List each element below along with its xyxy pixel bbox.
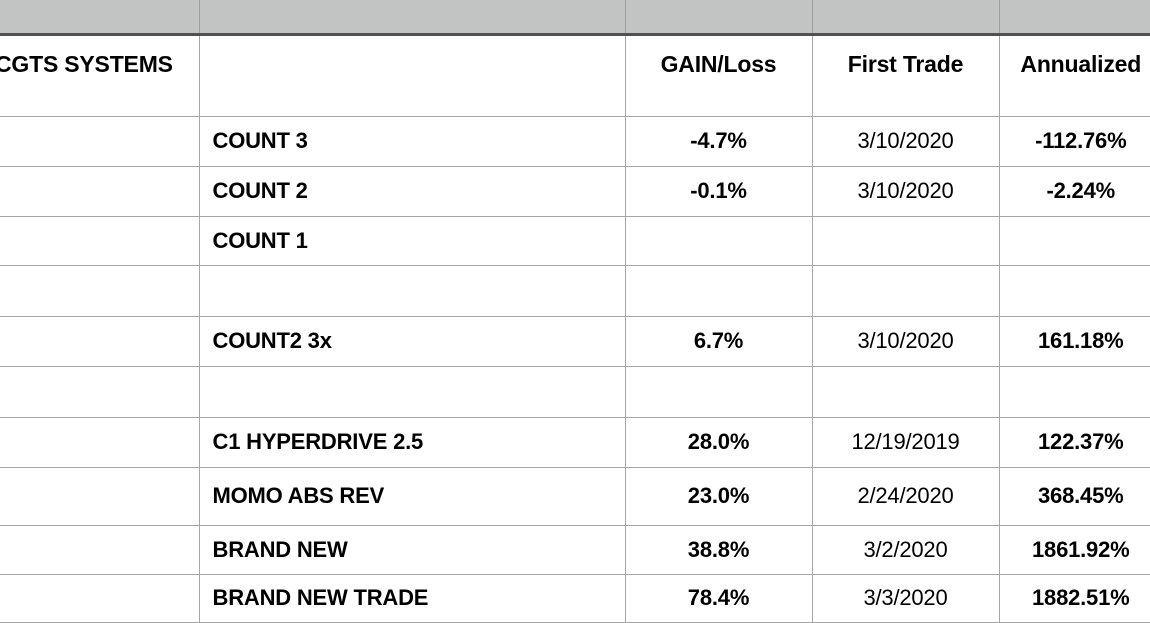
annualized-cell[interactable]: 122.37% [998,417,1150,468]
first-trade-cell[interactable]: 3/2/2020 [811,525,999,575]
gain-loss-cell[interactable] [624,216,812,266]
system-name-cell[interactable]: C1 HYPERDRIVE 2.5 [198,417,625,468]
system-name-cell[interactable]: COUNT 3 [198,116,625,167]
row-label-cell[interactable] [0,116,199,167]
column-header-annualized[interactable]: Annualized [998,36,1150,117]
gain-loss-cell[interactable]: 38.8% [624,525,812,575]
system-name-cell[interactable]: COUNT 2 [198,166,625,217]
system-name-cell[interactable]: COUNT2 3x [198,316,625,367]
first-trade-cell[interactable]: 3/10/2020 [811,116,999,167]
table-row: COUNT 3 -4.7% 3/10/2020 -112.76% [0,116,1150,167]
annualized-cell[interactable] [998,366,1150,418]
header-row: CGTS SYSTEMS GAIN/Loss First Trade Annua… [0,36,1150,117]
gain-loss-cell[interactable] [624,366,812,418]
first-trade-cell[interactable] [811,366,999,418]
gain-loss-cell[interactable]: 28.0% [624,417,812,468]
column-header-gain-loss[interactable]: GAIN/Loss [624,36,812,117]
table-row: C1 HYPERDRIVE 2.5 28.0% 12/19/2019 122.3… [0,417,1150,468]
column-header-segment-name-col[interactable] [0,0,199,33]
system-name-cell[interactable] [198,265,625,317]
row-label-cell[interactable] [0,366,199,418]
table-row: MOMO ABS REV 23.0% 2/24/2020 368.45% [0,467,1150,526]
column-header-segment-system-col[interactable] [199,0,625,33]
table-row: COUNT 2 -0.1% 3/10/2020 -2.24% [0,166,1150,217]
annualized-cell[interactable]: -2.24% [998,166,1150,217]
annualized-cell[interactable]: -112.76% [998,116,1150,167]
table-row [0,366,1150,418]
column-header-segment-first-trade-col[interactable] [812,0,999,33]
first-trade-cell[interactable]: 12/19/2019 [811,417,999,468]
column-header-segment-gain-col[interactable] [625,0,812,33]
table-row: COUNT2 3x 6.7% 3/10/2020 161.18% [0,316,1150,367]
performance-table: CGTS SYSTEMS GAIN/Loss First Trade Annua… [0,36,1150,623]
column-header-system[interactable] [198,36,625,117]
row-label-cell[interactable] [0,316,199,367]
first-trade-cell[interactable]: 3/10/2020 [811,166,999,217]
row-label-cell[interactable] [0,467,199,526]
first-trade-cell[interactable] [811,265,999,317]
system-name-cell[interactable] [198,366,625,418]
annualized-cell[interactable]: 1861.92% [998,525,1150,575]
gain-loss-cell[interactable]: -4.7% [624,116,812,167]
column-header-strip [0,0,1150,33]
table-top-divider [0,33,1150,36]
table-row: COUNT 1 [0,216,1150,266]
gain-loss-cell[interactable]: 6.7% [624,316,812,367]
first-trade-cell[interactable]: 3/10/2020 [811,316,999,367]
column-header-segment-annualized-col[interactable] [999,0,1150,33]
row-label-cell[interactable] [0,417,199,468]
row-label-cell[interactable] [0,574,199,623]
table-row [0,265,1150,317]
system-name-cell[interactable]: BRAND NEW TRADE [198,574,625,623]
annualized-cell[interactable]: 1882.51% [998,574,1150,623]
system-name-cell[interactable]: BRAND NEW [198,525,625,575]
gain-loss-cell[interactable] [624,265,812,317]
gain-loss-cell[interactable]: 23.0% [624,467,812,526]
gain-loss-cell[interactable]: -0.1% [624,166,812,217]
first-trade-cell[interactable]: 2/24/2020 [811,467,999,526]
gain-loss-cell[interactable]: 78.4% [624,574,812,623]
annualized-cell[interactable] [998,216,1150,266]
row-label-cell[interactable] [0,265,199,317]
first-trade-cell[interactable]: 3/3/2020 [811,574,999,623]
annualized-cell[interactable]: 368.45% [998,467,1150,526]
annualized-cell[interactable] [998,265,1150,317]
row-label-cell[interactable] [0,525,199,575]
row-label-cell[interactable] [0,166,199,217]
annualized-cell[interactable]: 161.18% [998,316,1150,367]
first-trade-cell[interactable] [811,216,999,266]
system-name-cell[interactable]: COUNT 1 [198,216,625,266]
row-label-cell[interactable] [0,216,199,266]
system-name-cell[interactable]: MOMO ABS REV [198,467,625,526]
sheet-title-cell[interactable]: CGTS SYSTEMS [0,36,199,117]
column-header-first-trade[interactable]: First Trade [811,36,999,117]
table-row: BRAND NEW TRADE 78.4% 3/3/2020 1882.51% [0,574,1150,623]
table-row: BRAND NEW 38.8% 3/2/2020 1861.92% [0,525,1150,575]
sheet-title: CGTS SYSTEMS [0,51,173,77]
